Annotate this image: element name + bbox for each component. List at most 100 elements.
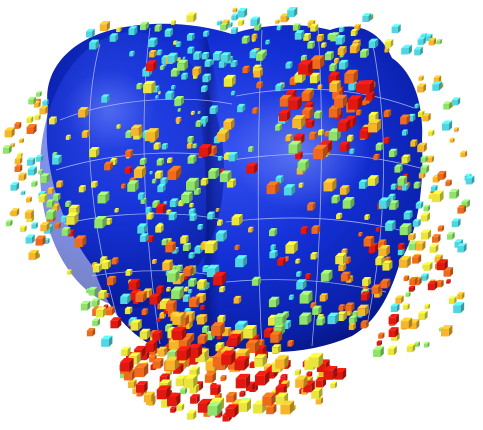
cube-marker	[235, 373, 251, 389]
cube-marker	[159, 65, 165, 70]
cube-marker	[358, 231, 363, 237]
cube-marker	[175, 41, 182, 48]
cube-marker	[382, 260, 393, 271]
cube-marker	[25, 234, 35, 244]
cube-marker	[171, 85, 176, 90]
cube-marker	[420, 164, 430, 174]
cube-marker	[420, 155, 428, 163]
cube-marker	[175, 116, 182, 123]
cube-marker	[160, 177, 168, 185]
cube-marker	[280, 400, 295, 415]
cube-marker	[391, 24, 401, 34]
cube-marker	[388, 314, 399, 325]
cube-marker	[204, 59, 213, 67]
cube-marker	[188, 208, 196, 216]
cube-marker	[347, 95, 363, 110]
cube-marker	[202, 73, 212, 83]
cube-marker	[201, 85, 208, 93]
scatter-cubes	[2, 7, 475, 422]
cube-marker	[36, 91, 42, 97]
cube-marker	[81, 130, 90, 138]
cube-marker	[187, 343, 203, 358]
cube-marker	[139, 21, 149, 31]
cube-marker	[334, 94, 348, 108]
cube-marker	[446, 231, 455, 240]
cube-marker	[428, 129, 435, 137]
cube-marker	[167, 52, 178, 63]
cube-marker	[345, 302, 355, 312]
cube-marker	[128, 278, 140, 291]
cube-marker	[139, 328, 151, 340]
cube-marker	[200, 116, 209, 124]
cube-marker	[242, 65, 250, 74]
cube-marker	[338, 26, 345, 33]
cube-marker	[177, 108, 182, 112]
cube-marker	[262, 392, 276, 406]
cube-marker	[154, 24, 162, 32]
cube-marker	[303, 33, 311, 41]
cube-marker	[170, 19, 176, 25]
cube-marker	[360, 48, 370, 58]
cube-marker	[362, 13, 372, 23]
cube-marker	[441, 120, 453, 131]
cube-marker	[375, 142, 384, 151]
cube-marker	[373, 346, 384, 358]
cube-marker	[309, 72, 321, 84]
cube-marker	[334, 367, 347, 380]
cube-marker	[177, 59, 188, 71]
cube-marker	[422, 113, 431, 122]
cube-marker	[146, 235, 155, 243]
cube-marker	[270, 244, 277, 250]
cube-marker	[363, 235, 375, 247]
cube-marker	[164, 28, 173, 37]
mesh-line	[235, 88, 415, 109]
cube-marker	[207, 401, 222, 416]
cube-marker	[360, 291, 370, 301]
cube-marker	[292, 115, 306, 129]
cube-marker	[368, 38, 379, 49]
cube-marker	[180, 235, 189, 244]
cube-marker	[364, 214, 370, 220]
cube-marker	[197, 333, 208, 344]
cube-marker	[120, 358, 134, 372]
cube-marker	[120, 293, 131, 304]
cube-marker	[189, 202, 194, 208]
cube-marker	[151, 178, 157, 184]
cube-marker	[88, 287, 98, 296]
cube-marker	[66, 269, 72, 275]
cube-marker	[14, 121, 22, 129]
cube-marker	[418, 310, 428, 320]
cube-marker	[237, 7, 248, 18]
cube-marker	[20, 190, 26, 196]
cube-marker	[349, 148, 355, 154]
cube-marker	[104, 161, 113, 171]
cube-marker	[139, 233, 149, 242]
cube-marker	[114, 207, 120, 213]
cube-marker	[287, 339, 294, 347]
cube-marker	[192, 143, 198, 149]
cube-marker	[209, 105, 219, 115]
cube-marker	[288, 294, 295, 300]
cube-marker	[31, 222, 38, 229]
cube-marker	[275, 19, 280, 24]
cube-marker	[129, 50, 135, 57]
cube-marker	[183, 266, 194, 277]
cube-marker	[388, 148, 398, 158]
cube-marker	[190, 110, 195, 115]
cube-marker	[127, 180, 139, 192]
cube-marker	[197, 110, 201, 114]
cube-marker	[338, 59, 349, 70]
cube-marker	[388, 327, 399, 338]
cube-marker	[65, 134, 71, 140]
cube-marker	[418, 75, 424, 81]
cube-marker	[265, 39, 271, 45]
cube-marker	[223, 74, 236, 87]
cube-marker	[337, 46, 347, 56]
cube-marker	[319, 293, 328, 302]
cube-marker	[408, 285, 416, 292]
cube-marker	[310, 23, 319, 32]
cube-marker	[137, 192, 146, 200]
cube-marker	[233, 295, 242, 304]
cube-marker	[436, 38, 442, 45]
